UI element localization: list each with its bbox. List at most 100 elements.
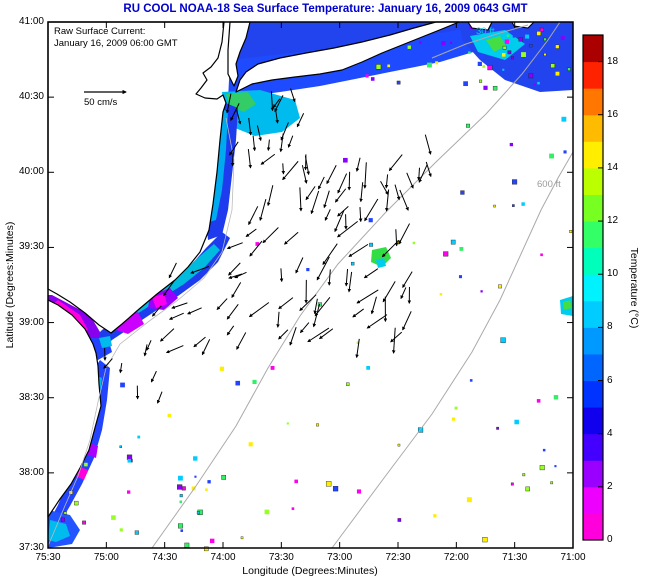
current-vector-arrow xyxy=(400,287,407,300)
depth-contour xyxy=(431,24,529,59)
sst-pixel-patch xyxy=(325,481,332,487)
sst-region xyxy=(563,300,572,310)
current-vector-arrow xyxy=(348,243,369,257)
current-vector-arrow xyxy=(228,262,241,276)
colorbar-tick-label: 18 xyxy=(607,55,619,67)
current-vector-arrow xyxy=(363,162,367,189)
colorbar-segment xyxy=(583,460,603,488)
sst-pixel-patch xyxy=(522,473,526,477)
sst-pixel-patch xyxy=(533,83,536,86)
sst-pixel-patch xyxy=(443,251,449,257)
sst-pixel-patch xyxy=(502,68,505,71)
current-vector-arrow xyxy=(236,332,247,350)
x-tick-label: 73:30 xyxy=(268,552,294,563)
current-vector-arrow xyxy=(364,198,379,222)
sst-pixel-patch xyxy=(235,380,241,386)
sst-pixel-patch xyxy=(126,454,133,460)
colorbar-tick-label: 8 xyxy=(607,321,613,333)
current-vector-arrow xyxy=(165,345,184,354)
current-vector-arrow xyxy=(323,190,330,209)
colorbar-tick-label: 4 xyxy=(607,427,613,439)
colorbar-tick-label: 14 xyxy=(607,161,619,173)
current-vector-arrow xyxy=(278,297,294,310)
current-vector-arrow xyxy=(228,273,243,279)
colorbar-tick-label: 10 xyxy=(607,268,619,280)
current-vector-arrow xyxy=(247,149,253,169)
current-vector-arrow xyxy=(234,271,247,279)
y-tick-label: 38:00 xyxy=(18,466,44,478)
sst-pixel-patch xyxy=(525,34,530,39)
current-vector-arrow xyxy=(398,223,410,245)
sst-pixel-patch xyxy=(527,37,531,41)
sst-pixel-patch xyxy=(294,479,298,484)
current-vector-arrow xyxy=(316,256,330,281)
sst-pixel-patch xyxy=(179,494,183,498)
y-tick-label: 40:30 xyxy=(18,91,44,103)
colorbar-label: Temperature (°C) xyxy=(628,247,640,329)
current-vector-arrow xyxy=(355,157,361,172)
sst-pixel-patch xyxy=(178,475,183,481)
x-tick-label: 71:30 xyxy=(502,552,528,563)
current-vector-arrow xyxy=(318,328,334,340)
sst-pixel-patch xyxy=(439,293,443,296)
y-tick-label: 39:00 xyxy=(18,316,44,328)
sst-pixel-patch xyxy=(512,35,515,38)
sst-pixel-patch xyxy=(454,406,458,410)
current-vector-arrow xyxy=(274,108,279,124)
sst-pixel-patch xyxy=(396,80,401,85)
sst-pixel-patch xyxy=(441,41,446,46)
current-vector-arrow xyxy=(391,327,396,354)
current-vector-arrow xyxy=(279,133,284,153)
current-vector-arrow xyxy=(307,327,330,343)
sst-pixel-patch xyxy=(127,490,131,494)
sst-pixel-patch xyxy=(510,482,514,486)
sst-pixel-patch xyxy=(540,253,543,257)
current-vector-arrow xyxy=(289,327,297,346)
current-vector-arrow xyxy=(388,154,403,172)
land-layer xyxy=(47,21,536,518)
current-vector-arrow xyxy=(425,161,432,178)
current-vector-arrow xyxy=(146,340,152,351)
colorbar-segment xyxy=(583,194,603,222)
current-vector-arrow xyxy=(245,228,257,237)
coastline xyxy=(47,21,227,334)
current-vector-arrow xyxy=(366,314,388,329)
sst-pixel-patch xyxy=(82,520,86,525)
colorbar-segment xyxy=(583,380,603,408)
sst-pixel-patch xyxy=(487,65,493,71)
colorbar-segment xyxy=(583,247,603,275)
bathymetry-layer xyxy=(47,21,574,549)
sst-pixel-patch xyxy=(560,36,565,41)
sst-pixel-patch xyxy=(181,486,186,491)
colorbar-segment xyxy=(583,513,603,541)
sst-pixel-patch xyxy=(528,73,534,79)
y-tick-label: 37:30 xyxy=(18,542,44,553)
current-vector-arrow xyxy=(282,160,299,181)
colorbar-tick-label: 6 xyxy=(607,374,613,386)
sst-pixel-patch xyxy=(492,85,498,91)
current-vector-arrow xyxy=(274,95,284,113)
sst-pixel-patch xyxy=(514,419,519,425)
sst-pixel-patch xyxy=(521,52,526,57)
sst-pixel-patch xyxy=(177,484,183,490)
colorbar-tick-label: 12 xyxy=(607,215,619,227)
sst-pixel-patch xyxy=(543,53,547,56)
sst-pixel-patch xyxy=(536,399,541,403)
current-vector-arrow xyxy=(384,174,389,189)
colorbar-segment xyxy=(583,167,603,195)
sst-pixel-patch xyxy=(466,497,472,503)
current-vector-arrow xyxy=(390,331,403,343)
sst-region xyxy=(371,247,391,267)
x-tick-label: 71:00 xyxy=(560,552,586,563)
current-vector-arrow xyxy=(168,262,177,279)
sst-pixel-patch xyxy=(119,445,122,448)
sst-pixel-patch xyxy=(509,142,514,147)
current-vector-arrow xyxy=(347,271,353,293)
current-vector-arrow xyxy=(326,165,337,185)
sst-pixel-patch xyxy=(518,37,523,42)
current-vector-arrow xyxy=(272,98,281,108)
current-vector-arrow xyxy=(295,257,304,274)
sst-pixel-patch xyxy=(555,44,560,49)
x-axis-label: Longitude (Degrees:Minutes) xyxy=(242,565,378,577)
